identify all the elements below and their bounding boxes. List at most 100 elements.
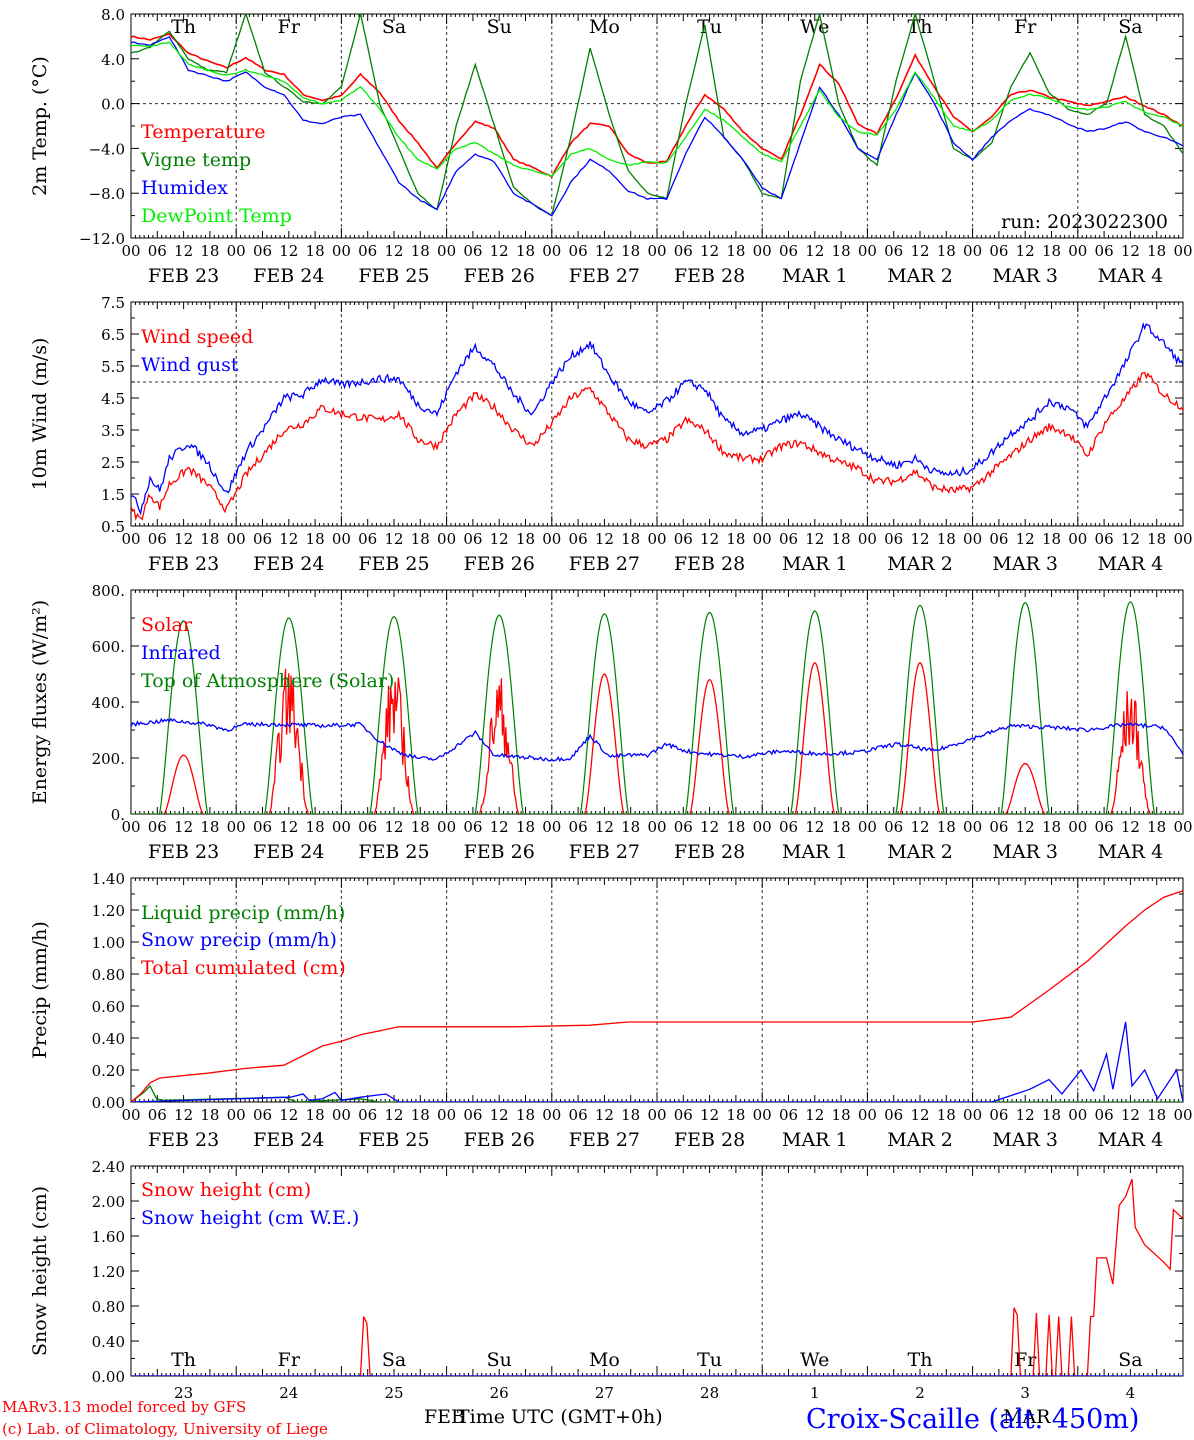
x-tick-label: 00 bbox=[121, 242, 140, 260]
x-tick-label: 00 bbox=[1173, 242, 1192, 260]
x-tick-label: 12 bbox=[805, 818, 824, 836]
x-tick-label: 06 bbox=[884, 530, 903, 548]
x-tick-label: 00 bbox=[437, 242, 456, 260]
x-tick-label: 00 bbox=[1068, 530, 1087, 548]
y-tick-label: 1.00 bbox=[92, 934, 125, 952]
x-tick-label: 06 bbox=[253, 818, 272, 836]
x-tick-label: 00 bbox=[332, 818, 351, 836]
x-tick-label: 12 bbox=[279, 242, 298, 260]
date-label: MAR 4 bbox=[1098, 1129, 1164, 1151]
station-name: Croix-Scaille (alt. 450m) bbox=[806, 1404, 1139, 1435]
plot-area bbox=[131, 14, 1183, 217]
x-tick-label: 06 bbox=[884, 818, 903, 836]
series-snow-precip-mm-h- bbox=[131, 1021, 1183, 1102]
x-tick-label: 00 bbox=[753, 818, 772, 836]
panel-1: 8.04.00.0−4.0−8.0−12.000 06 12 18 00 06 12 18 00… bbox=[29, 6, 1193, 287]
legend-entry: Temperature bbox=[141, 121, 265, 143]
x-tick-label: 06 bbox=[358, 818, 377, 836]
x-tick-label: 00 bbox=[121, 818, 140, 836]
y-tick-label: 1.5 bbox=[101, 486, 125, 504]
x-tick-label: 00 bbox=[858, 818, 877, 836]
x-tick-label: 12 bbox=[279, 1106, 298, 1124]
y-axis-title: Snow height (cm) bbox=[29, 1186, 51, 1356]
date-label: FEB 24 bbox=[253, 841, 324, 863]
x-tick-label: 18 bbox=[937, 1106, 956, 1124]
y-tick-label: −12.0 bbox=[79, 230, 125, 248]
x-tick-label: 12 bbox=[595, 1106, 614, 1124]
x-tick-label: 00 bbox=[1068, 818, 1087, 836]
legend-entry: Wind gust bbox=[141, 354, 239, 376]
series-toa-solar bbox=[369, 615, 419, 814]
series-solar bbox=[268, 668, 310, 814]
x-tick-label: 18 bbox=[200, 818, 219, 836]
date-label: FEB 28 bbox=[674, 265, 745, 287]
series-toa-solar bbox=[158, 620, 209, 814]
series-solar bbox=[899, 661, 941, 814]
x-tick-label: 18 bbox=[200, 1106, 219, 1124]
x-tick-label: 00 bbox=[647, 242, 666, 260]
weekday-label: Th bbox=[171, 16, 196, 38]
legend-entry: Wind speed bbox=[141, 326, 253, 348]
weekday-label: Tu bbox=[697, 1349, 722, 1371]
y-tick-label: −8.0 bbox=[89, 185, 125, 203]
legend-entry: Total cumulated (cm) bbox=[141, 957, 346, 979]
x-tick-label: 18 bbox=[516, 818, 535, 836]
y-tick-label: 2.5 bbox=[101, 454, 125, 472]
weekday-label: Mo bbox=[589, 1349, 620, 1371]
x-tick-label: 18 bbox=[411, 818, 430, 836]
x-tick-label: 06 bbox=[779, 818, 798, 836]
y-tick-label: 8.0 bbox=[101, 6, 125, 24]
x-tick-label: 00 bbox=[858, 1106, 877, 1124]
weekday-label: Th bbox=[908, 16, 933, 38]
x-tick-label: 00 bbox=[1173, 1106, 1192, 1124]
day-number-label: 25 bbox=[384, 1384, 403, 1402]
x-tick-label: 00 bbox=[121, 1106, 140, 1124]
date-label: FEB 24 bbox=[253, 1129, 324, 1151]
x-tick-label: 00 bbox=[437, 530, 456, 548]
x-tick-label: 18 bbox=[306, 242, 325, 260]
x-tick-label: 12 bbox=[174, 242, 193, 260]
date-label: MAR 4 bbox=[1098, 265, 1164, 287]
x-tick-label: 12 bbox=[595, 530, 614, 548]
x-tick-label: 18 bbox=[832, 242, 851, 260]
x-tick-label: 06 bbox=[1095, 242, 1114, 260]
x-tick-label: 06 bbox=[674, 818, 693, 836]
x-tick-label: 12 bbox=[910, 242, 929, 260]
x-tick-label: 06 bbox=[779, 242, 798, 260]
x-tick-label: 12 bbox=[384, 818, 403, 836]
date-label: MAR 2 bbox=[887, 553, 953, 575]
day-number-label: 4 bbox=[1126, 1384, 1136, 1402]
y-tick-label: 4.0 bbox=[101, 51, 125, 69]
x-tick-label: 00 bbox=[332, 242, 351, 260]
x-tick-label: 06 bbox=[1095, 530, 1114, 548]
x-tick-label: 12 bbox=[174, 818, 193, 836]
weekday-label: Th bbox=[908, 1349, 933, 1371]
series-solar bbox=[689, 678, 730, 814]
x-tick-label: 12 bbox=[805, 242, 824, 260]
x-tick-label: 00 bbox=[542, 818, 561, 836]
x-tick-label: 12 bbox=[595, 818, 614, 836]
date-label: MAR 2 bbox=[887, 265, 953, 287]
date-label: MAR 3 bbox=[992, 1129, 1058, 1151]
x-tick-label: 18 bbox=[1147, 1106, 1166, 1124]
date-label: FEB 23 bbox=[148, 265, 219, 287]
x-tick-label: 06 bbox=[463, 1106, 482, 1124]
series-snow-height-cm- bbox=[131, 1178, 1183, 1376]
weekday-label: Su bbox=[487, 1349, 512, 1371]
y-tick-label: 800. bbox=[92, 582, 125, 600]
series-infrared bbox=[131, 717, 1183, 763]
x-tick-label: 18 bbox=[937, 530, 956, 548]
y-tick-label: 0.80 bbox=[92, 1298, 125, 1316]
date-label: FEB 26 bbox=[464, 1129, 535, 1151]
x-tick-label: 12 bbox=[384, 1106, 403, 1124]
x-tick-label: 06 bbox=[148, 818, 167, 836]
date-label: MAR 2 bbox=[887, 841, 953, 863]
x-tick-label: 12 bbox=[700, 818, 719, 836]
x-tick-label: 18 bbox=[726, 242, 745, 260]
day-number-label: 24 bbox=[279, 1384, 298, 1402]
x-tick-label: 12 bbox=[700, 530, 719, 548]
x-tick-label: 12 bbox=[279, 818, 298, 836]
x-tick-label: 18 bbox=[516, 242, 535, 260]
x-tick-label: 18 bbox=[832, 818, 851, 836]
legend-entry: Top of Atmosphere (Solar) bbox=[141, 670, 394, 692]
